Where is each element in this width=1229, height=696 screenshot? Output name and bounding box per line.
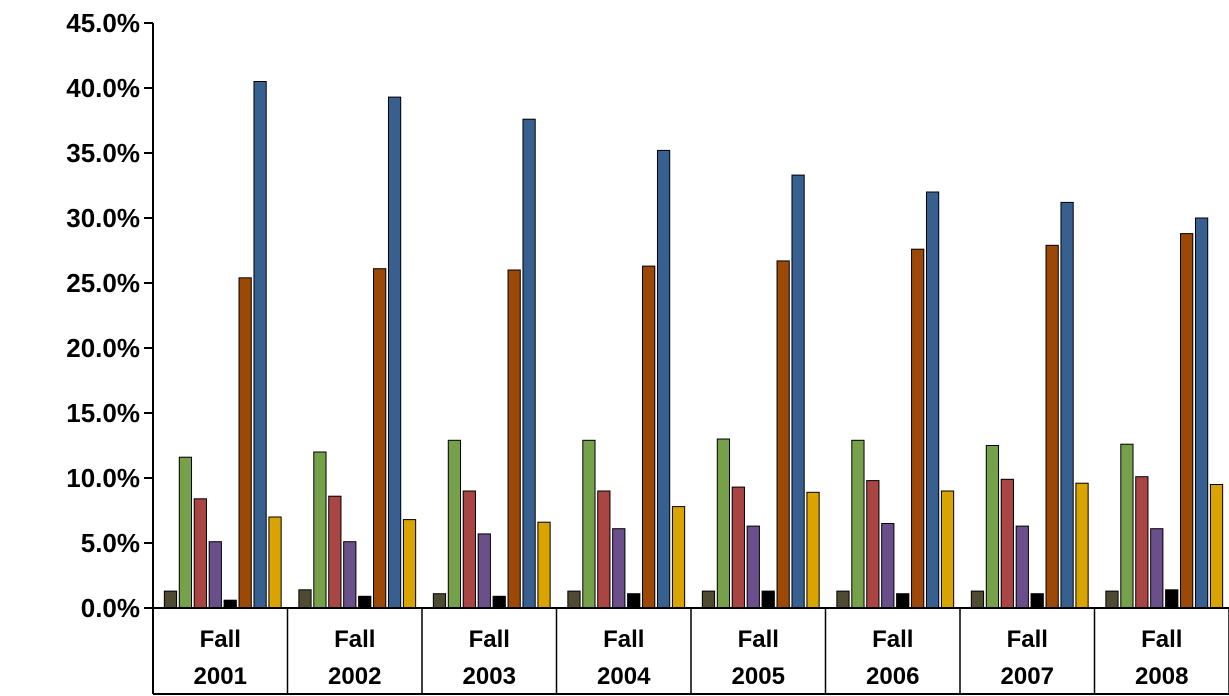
- bar-series-5-3: [492, 595, 506, 609]
- bar-series-6-2: [373, 268, 387, 609]
- bar-series-1-4: [567, 590, 581, 609]
- bar-series-4-4: [612, 528, 626, 609]
- bar-series-1-2: [298, 589, 312, 609]
- bar-series-4-3: [477, 533, 491, 609]
- bar-series-2-8: [1120, 443, 1134, 609]
- bar-series-6-8: [1180, 233, 1194, 609]
- bar-series-group: [163, 81, 1224, 609]
- bar-series-8-3: [537, 521, 551, 609]
- bar-series-6-7: [1045, 244, 1059, 609]
- x-category-label: Fall: [469, 626, 510, 653]
- bar-series-5-6: [896, 593, 910, 609]
- bar-series-3-2: [328, 495, 342, 609]
- bar-series-5-1: [223, 599, 237, 609]
- bar-series-8-7: [1075, 482, 1089, 609]
- y-tick-label: 15.0%: [66, 398, 140, 428]
- bar-series-7-6: [925, 191, 940, 609]
- bar-series-7-5: [791, 174, 805, 609]
- x-category-label: 2004: [597, 663, 651, 690]
- bar-series-2-4: [582, 439, 596, 609]
- y-tick-label: 20.0%: [66, 333, 140, 363]
- y-tick-label: 30.0%: [66, 203, 140, 233]
- bar-series-4-1: [208, 541, 222, 609]
- bar-series-3-6: [866, 480, 880, 609]
- bar-series-1-5: [701, 590, 716, 609]
- bar-series-4-7: [1015, 525, 1029, 609]
- bar-series-3-1: [193, 498, 207, 609]
- y-tick-label: 35.0%: [66, 138, 140, 168]
- bar-series-2-5: [716, 438, 731, 609]
- bar-series-1-7: [970, 590, 985, 609]
- x-category-label: 2003: [463, 663, 516, 690]
- x-category-label: 2002: [328, 663, 381, 690]
- bar-series-4-2: [343, 541, 357, 609]
- bar-series-2-2: [313, 451, 327, 609]
- x-category-label: 2007: [1001, 663, 1054, 690]
- bar-series-5-4: [627, 593, 641, 609]
- bar-series-3-4: [597, 490, 611, 609]
- bar-series-7-8: [1194, 217, 1209, 609]
- bar-series-1-6: [836, 590, 850, 609]
- bar-series-5-2: [358, 595, 372, 609]
- y-tick-label: 25.0%: [66, 268, 140, 298]
- bar-series-3-7: [1000, 478, 1014, 609]
- bar-series-6-4: [642, 265, 656, 609]
- bar-series-6-5: [776, 260, 790, 609]
- bar-series-6-6: [911, 248, 925, 609]
- x-category-label: Fall: [603, 626, 644, 653]
- x-category-label: 2005: [732, 663, 785, 690]
- bar-series-8-6: [940, 490, 955, 609]
- bar-series-8-5: [806, 491, 820, 609]
- bar-series-5-8: [1165, 589, 1179, 609]
- bar-series-2-7: [985, 445, 1000, 609]
- bar-series-6-1: [238, 277, 252, 609]
- bar-series-4-6: [881, 523, 895, 609]
- x-category-label: 2008: [1135, 663, 1188, 690]
- bar-series-4-8: [1150, 528, 1164, 609]
- bar-series-1-3: [432, 593, 447, 609]
- bar-series-7-3: [522, 118, 536, 609]
- y-tick-label: 45.0%: [66, 8, 140, 38]
- y-tick-label: 0.0%: [81, 593, 140, 623]
- bar-series-5-7: [1030, 593, 1044, 609]
- bar-series-2-3: [447, 439, 462, 609]
- bar-series-7-1: [253, 81, 267, 609]
- y-tick-label: 5.0%: [81, 528, 140, 558]
- bar-series-7-2: [387, 96, 402, 609]
- bar-series-8-2: [402, 519, 417, 609]
- bar-series-7-7: [1060, 201, 1074, 609]
- bar-series-7-4: [656, 149, 671, 609]
- x-category-label: Fall: [738, 626, 779, 653]
- x-category-label: Fall: [1007, 626, 1048, 653]
- bar-series-6-3: [507, 269, 521, 609]
- x-category-label: Fall: [200, 626, 241, 653]
- bar-series-3-3: [462, 490, 476, 609]
- y-axis: 0.0% 5.0% 10.0% 15.0% 20.0% 25.0% 30.0% 35.0% 40…: [66, 8, 154, 694]
- bar-series-8-1: [268, 516, 282, 609]
- x-category-label: 2001: [194, 663, 247, 690]
- bar-series-4-5: [746, 525, 760, 609]
- bar-series-2-1: [178, 456, 193, 609]
- bar-series-1-8: [1105, 590, 1119, 609]
- y-tick-label: 10.0%: [66, 463, 140, 493]
- bar-series-3-8: [1135, 476, 1149, 609]
- x-category-label: Fall: [872, 626, 913, 653]
- x-category-label: Fall: [334, 626, 375, 653]
- bar-series-5-5: [761, 590, 775, 609]
- bar-series-1-1: [163, 590, 178, 609]
- y-tick-label: 40.0%: [66, 73, 140, 103]
- bar-series-8-4: [671, 506, 686, 609]
- bar-series-8-8: [1209, 484, 1224, 609]
- bar-series-3-5: [731, 486, 745, 609]
- x-axis: Fall 2001 Fall 2002 Fall 2003 Fall 2004 Fall 2005…: [153, 607, 1229, 695]
- x-category-label: 2006: [866, 663, 919, 690]
- x-category-label: Fall: [1141, 626, 1182, 653]
- bar-series-2-6: [851, 439, 865, 609]
